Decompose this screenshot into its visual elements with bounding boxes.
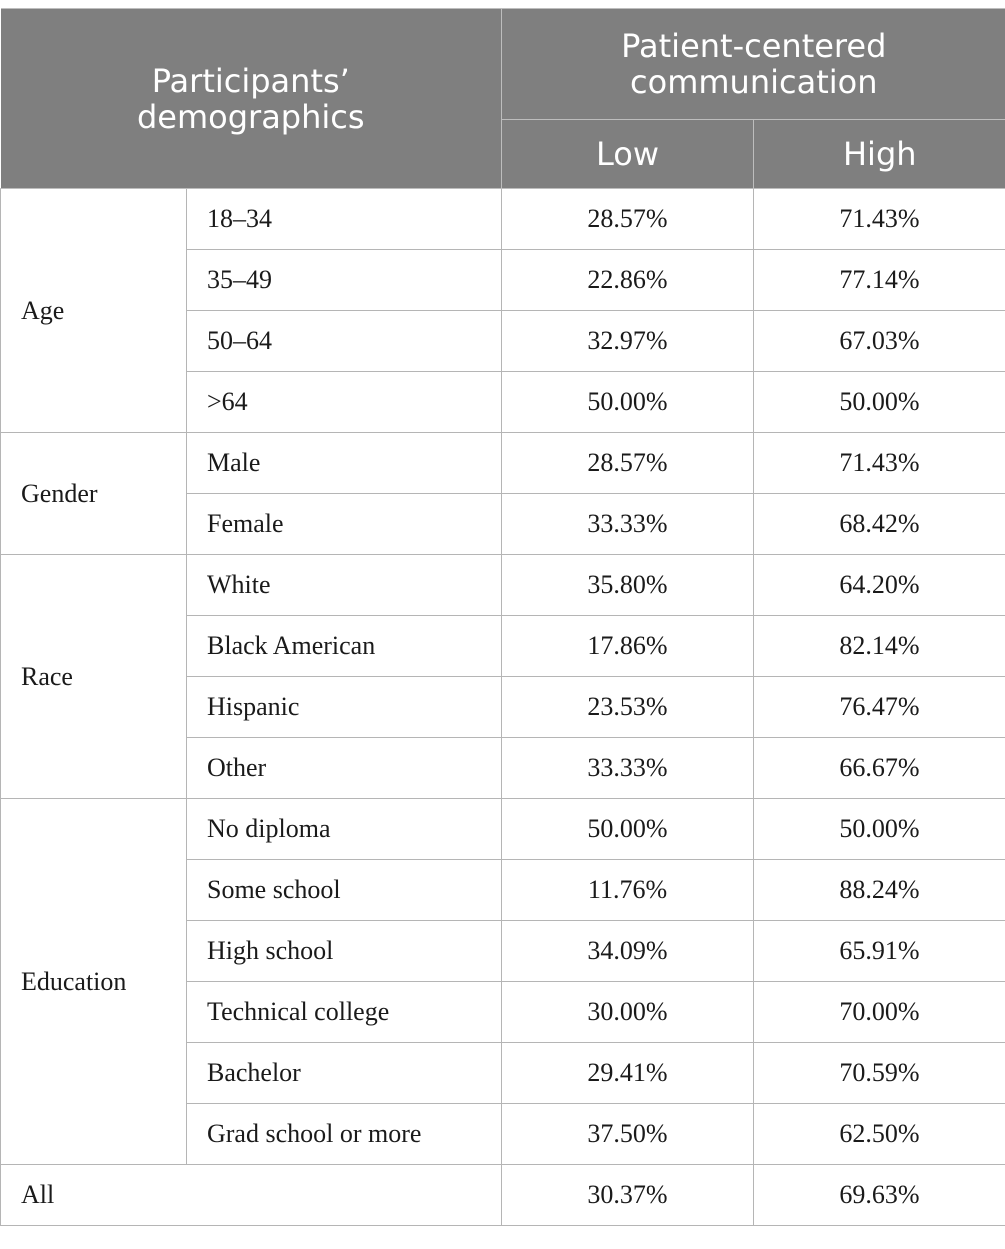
value-high: 67.03% <box>753 310 1005 372</box>
value-low: 30.00% <box>501 981 755 1043</box>
table-row: Age 18–34 28.57% 71.43% <box>0 188 1005 433</box>
total-label: All <box>0 1164 503 1226</box>
row-label: 18–34 <box>185 188 503 250</box>
value-low: 34.09% <box>501 920 755 982</box>
header-pcc: Patient-centered communication <box>501 8 1005 120</box>
table-row: Bachelor 29.41% 70.59% <box>1 1042 1005 1104</box>
value-low: 37.50% <box>501 1103 755 1165</box>
table-row: Gender Male 28.57% 71.43% <box>0 432 1005 555</box>
table-row: Black American 17.86% 82.14% <box>1 615 1005 677</box>
value-high: 77.14% <box>753 249 1005 311</box>
value-low: 33.33% <box>501 493 755 555</box>
table-row: Race White 35.80% 64.20% <box>0 554 1005 799</box>
value-high: 65.91% <box>753 920 1005 982</box>
table-row: Some school 11.76% 88.24% <box>1 859 1005 921</box>
group-label-gender: Gender <box>0 432 187 555</box>
value-high: 70.59% <box>753 1042 1005 1104</box>
table-row: 35–49 22.86% 77.14% <box>1 249 1005 311</box>
table-row-total: All 30.37% 69.63% <box>0 1164 1005 1226</box>
value-high: 66.67% <box>753 737 1005 799</box>
value-high: 64.20% <box>753 554 1005 616</box>
demographics-table: Participants’ demographics Patient-cente… <box>0 8 1005 1226</box>
row-label: Male <box>185 432 503 494</box>
table-row: Hispanic 23.53% 76.47% <box>1 676 1005 738</box>
row-label: Other <box>185 737 503 799</box>
header-high: High <box>753 119 1005 189</box>
total-high: 69.63% <box>753 1164 1005 1226</box>
value-high: 62.50% <box>753 1103 1005 1165</box>
row-label: White <box>185 554 503 616</box>
row-label: 35–49 <box>185 249 503 311</box>
value-low: 17.86% <box>501 615 755 677</box>
row-label: No diploma <box>185 798 503 860</box>
value-high: 82.14% <box>753 615 1005 677</box>
table-header: Participants’ demographics Patient-cente… <box>0 8 1005 189</box>
header-demographics-line1: Participants’ <box>151 61 350 100</box>
row-label: 50–64 <box>185 310 503 372</box>
value-high: 71.43% <box>753 188 1005 250</box>
table-row: Education No diploma 50.00% 50.00% <box>0 798 1005 1165</box>
table-row: Grad school or more 37.50% 62.50% <box>1 1103 1005 1165</box>
header-pcc-line1: Patient-centered <box>621 27 887 65</box>
value-low: 29.41% <box>501 1042 755 1104</box>
value-high: 50.00% <box>753 371 1005 433</box>
row-label: Some school <box>185 859 503 921</box>
table-body: Age 18–34 28.57% 71.43% 35–49 22.86% 77.… <box>0 188 1005 1226</box>
header-low: Low <box>501 119 755 189</box>
value-low: 28.57% <box>501 188 755 250</box>
row-label: Hispanic <box>185 676 503 738</box>
header-demographics: Participants’ demographics <box>0 8 503 189</box>
row-label: Female <box>185 493 503 555</box>
row-label: Grad school or more <box>185 1103 503 1165</box>
value-low: 50.00% <box>501 798 755 860</box>
value-low: 28.57% <box>501 432 755 494</box>
value-low: 35.80% <box>501 554 755 616</box>
row-label: >64 <box>185 371 503 433</box>
value-high: 70.00% <box>753 981 1005 1043</box>
group-label-age: Age <box>0 188 187 433</box>
value-high: 88.24% <box>753 859 1005 921</box>
value-low: 23.53% <box>501 676 755 738</box>
value-low: 33.33% <box>501 737 755 799</box>
value-low: 11.76% <box>501 859 755 921</box>
value-low: 50.00% <box>501 371 755 433</box>
row-label: Black American <box>185 615 503 677</box>
row-label: Bachelor <box>185 1042 503 1104</box>
group-label-education: Education <box>0 798 187 1165</box>
group-label-race: Race <box>0 554 187 799</box>
row-label: High school <box>185 920 503 982</box>
table-row: Female 33.33% 68.42% <box>1 493 1005 555</box>
header-pcc-line2: communication <box>630 63 878 101</box>
value-high: 76.47% <box>753 676 1005 738</box>
table-row: High school 34.09% 65.91% <box>1 920 1005 982</box>
value-high: 50.00% <box>753 798 1005 860</box>
total-low: 30.37% <box>501 1164 755 1226</box>
value-low: 32.97% <box>501 310 755 372</box>
header-demographics-line2: demographics <box>136 97 365 136</box>
value-high: 71.43% <box>753 432 1005 494</box>
row-label: Technical college <box>185 981 503 1043</box>
value-low: 22.86% <box>501 249 755 311</box>
value-high: 68.42% <box>753 493 1005 555</box>
table-row: Other 33.33% 66.67% <box>1 737 1005 799</box>
